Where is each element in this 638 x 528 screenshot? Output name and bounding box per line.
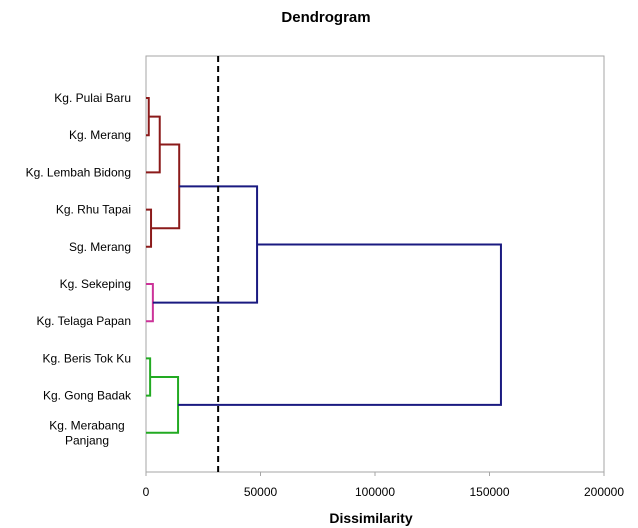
dendrogram-branch	[146, 283, 154, 323]
plot-area-frame	[145, 55, 605, 473]
leaf-label: Kg. Sekeping	[60, 277, 131, 291]
x-tick-label: 0	[143, 485, 150, 499]
x-tick-label: 100000	[355, 485, 395, 499]
leaf-labels: Kg. Pulai Baru Kg. Merang Kg. Lembah Bidon…	[26, 91, 132, 447]
leaf-label: Sg. Merang	[69, 240, 131, 254]
dendrogram-branches	[146, 97, 502, 434]
dendrogram-branch	[152, 185, 259, 304]
dendrogram-branch	[146, 208, 153, 248]
dendrogram-branch	[146, 357, 152, 397]
leaf-label: Kg. Beris Tok Ku	[43, 351, 132, 365]
x-axis-title: Dissimilarity	[329, 510, 412, 526]
x-tick-label: 150000	[469, 485, 509, 499]
dendrogram-branch	[178, 243, 502, 406]
leaf-label: Kg. Telaga Papan	[36, 314, 131, 328]
x-axis-ticks: 0 50000 100000 150000 200000	[143, 472, 624, 499]
leaf-label: Kg. Rhu Tapai	[56, 203, 131, 217]
leaf-label: Kg. Gong Badak	[43, 389, 132, 403]
chart-title: Dendrogram	[281, 9, 370, 26]
leaf-label: Kg. Lembah Bidong	[26, 165, 131, 179]
leaf-label: Kg. Merang	[69, 128, 131, 142]
dendrogram-branch	[151, 143, 181, 230]
leaf-label: Kg. Merabang	[49, 418, 124, 432]
x-tick-label: 50000	[244, 485, 278, 499]
x-tick-label: 200000	[584, 485, 624, 499]
leaf-label: Kg. Pulai Baru	[54, 91, 131, 105]
leaf-label: Panjang	[65, 433, 109, 447]
